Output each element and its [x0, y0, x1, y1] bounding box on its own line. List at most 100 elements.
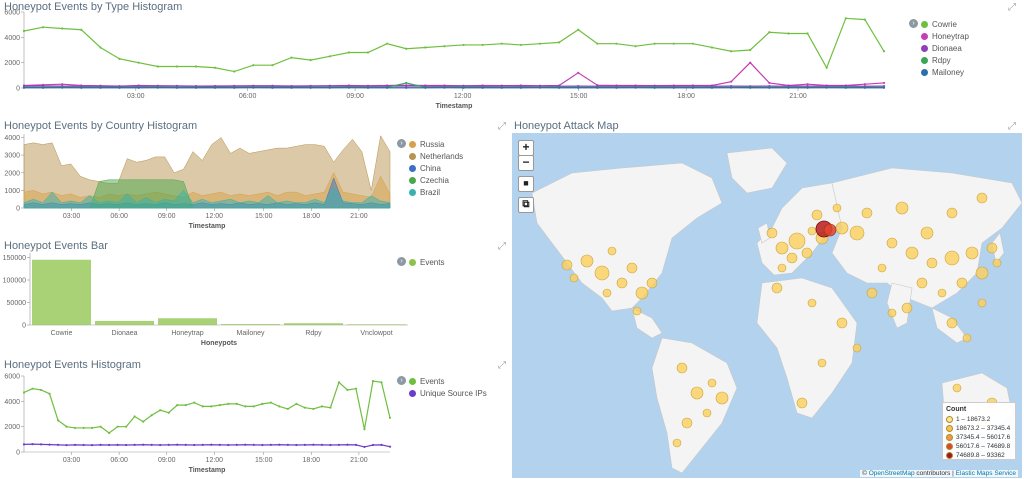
attack-dot — [796, 397, 808, 409]
data-point — [278, 443, 281, 446]
attack-dot — [946, 317, 958, 329]
legend-item[interactable]: Mailoney — [921, 66, 969, 78]
data-point — [22, 29, 26, 33]
legend-item[interactable]: Rdpy — [921, 54, 969, 66]
attack-dot — [975, 266, 989, 280]
map-legend-item: 18673.2 – 37345.4 — [946, 424, 1012, 433]
legend-dot-icon — [409, 164, 416, 172]
legend-item[interactable]: Czechia — [409, 174, 463, 186]
expand-icon[interactable]: ⤢ — [498, 241, 506, 252]
attack-dot — [626, 262, 638, 274]
data-point — [99, 86, 102, 89]
attack-dot — [817, 358, 827, 368]
data-point — [108, 431, 111, 435]
map-legend-label: 74689.8 – 93362 — [956, 452, 1005, 459]
zoom-in-button[interactable]: + — [518, 140, 534, 156]
x-tick-label: 18:00 — [303, 213, 321, 220]
attack-dot — [569, 273, 579, 283]
attack-dot — [807, 298, 817, 308]
legend-item[interactable]: Dionaea — [921, 42, 969, 54]
data-point — [825, 66, 828, 69]
events-bar-legend: › Events — [397, 256, 444, 268]
map-legend-label: 18673.2 – 37345.4 — [956, 425, 1011, 432]
legend-item[interactable]: Netherlands — [409, 150, 463, 162]
data-point — [806, 83, 809, 86]
data-point — [286, 407, 289, 411]
legend-item[interactable]: Honeytrap — [921, 30, 969, 42]
data-point — [175, 65, 178, 68]
y-tick-label: 2000 — [4, 424, 20, 431]
expand-icon[interactable]: ⤢ — [498, 360, 506, 371]
legend-toggle-icon[interactable]: › — [397, 257, 406, 266]
x-tick-label: 21:00 — [350, 457, 368, 464]
attack-dot-high — [823, 223, 837, 237]
fit-bounds-button[interactable]: ■ — [518, 176, 534, 192]
zoom-out-button[interactable]: − — [518, 155, 534, 171]
legend-toggle-icon[interactable]: › — [397, 376, 406, 385]
data-point — [194, 65, 198, 68]
series-line — [23, 380, 391, 434]
legend-item[interactable]: Cowrie — [921, 18, 969, 30]
data-point — [214, 86, 217, 89]
legend-dot-icon — [921, 44, 928, 52]
data-point — [261, 402, 264, 405]
data-point — [380, 381, 383, 384]
data-point — [303, 443, 306, 447]
expand-icon[interactable]: ⤢ — [1008, 2, 1016, 13]
legend-item[interactable]: Brazil — [409, 186, 463, 198]
data-point — [320, 443, 324, 447]
legend-item[interactable]: Unique Source IPs — [409, 387, 487, 399]
data-point — [269, 401, 272, 404]
legend-toggle-icon[interactable]: › — [397, 139, 406, 148]
data-point — [214, 66, 217, 69]
crop-button[interactable]: ⧉ — [518, 197, 534, 213]
x-tick-label: Cowrie — [51, 330, 73, 337]
attack-dot — [580, 254, 594, 268]
data-point — [210, 443, 213, 446]
x-axis-label: Timestamp — [189, 223, 226, 230]
world-map[interactable] — [512, 133, 1022, 478]
attack-dot — [788, 232, 806, 250]
x-axis-label: Honeypots — [201, 340, 237, 347]
data-point — [363, 445, 366, 449]
data-point — [295, 402, 298, 405]
legend-item[interactable]: Russia — [409, 138, 463, 150]
legend-item[interactable]: Events — [409, 375, 487, 387]
ems-link[interactable]: Elastic Maps Service — [955, 470, 1016, 477]
data-point — [22, 391, 26, 394]
map-legend-label: 56017.6 – 74689.8 — [956, 443, 1011, 450]
x-tick-label: Vnclowpot — [360, 330, 392, 337]
data-point — [337, 381, 341, 384]
y-tick-label: 0 — [16, 86, 20, 93]
panel-title: Honeypot Attack Map — [514, 120, 619, 132]
type-histogram-legend: › Cowrie Honeytrap Dionaea Rdpy Mailoney — [909, 18, 969, 78]
data-point — [538, 42, 542, 45]
data-point — [193, 443, 196, 447]
legend-label: Czechia — [420, 175, 449, 185]
attack-dot — [920, 226, 934, 240]
data-point — [73, 426, 77, 430]
osm-link[interactable]: OpenStreetMap — [868, 470, 915, 477]
legend-toggle-icon[interactable]: › — [909, 19, 918, 28]
panel-title: Honeypot Events Bar — [4, 240, 108, 252]
data-point — [269, 443, 272, 447]
legend-dot-icon — [921, 20, 928, 28]
legend-label: Unique Source IPs — [420, 388, 487, 398]
expand-icon[interactable]: ⤢ — [1008, 121, 1016, 132]
attack-dot — [672, 438, 682, 448]
legend-dot-icon — [409, 389, 416, 397]
x-tick-label: 03:00 — [127, 93, 145, 100]
y-tick-label: 1000 — [4, 188, 20, 195]
attack-dot — [594, 265, 610, 281]
data-point — [380, 443, 383, 447]
legend-label: Cowrie — [932, 19, 957, 29]
attack-dot — [926, 257, 938, 269]
legend-item[interactable]: Events — [409, 256, 444, 268]
data-point — [653, 86, 656, 89]
legend-item[interactable]: China — [409, 162, 463, 174]
x-tick-label: 03:00 — [63, 457, 81, 464]
data-point — [615, 86, 618, 89]
data-point — [309, 86, 312, 89]
expand-icon[interactable]: ⤢ — [498, 121, 506, 132]
attack-dot — [952, 383, 962, 393]
